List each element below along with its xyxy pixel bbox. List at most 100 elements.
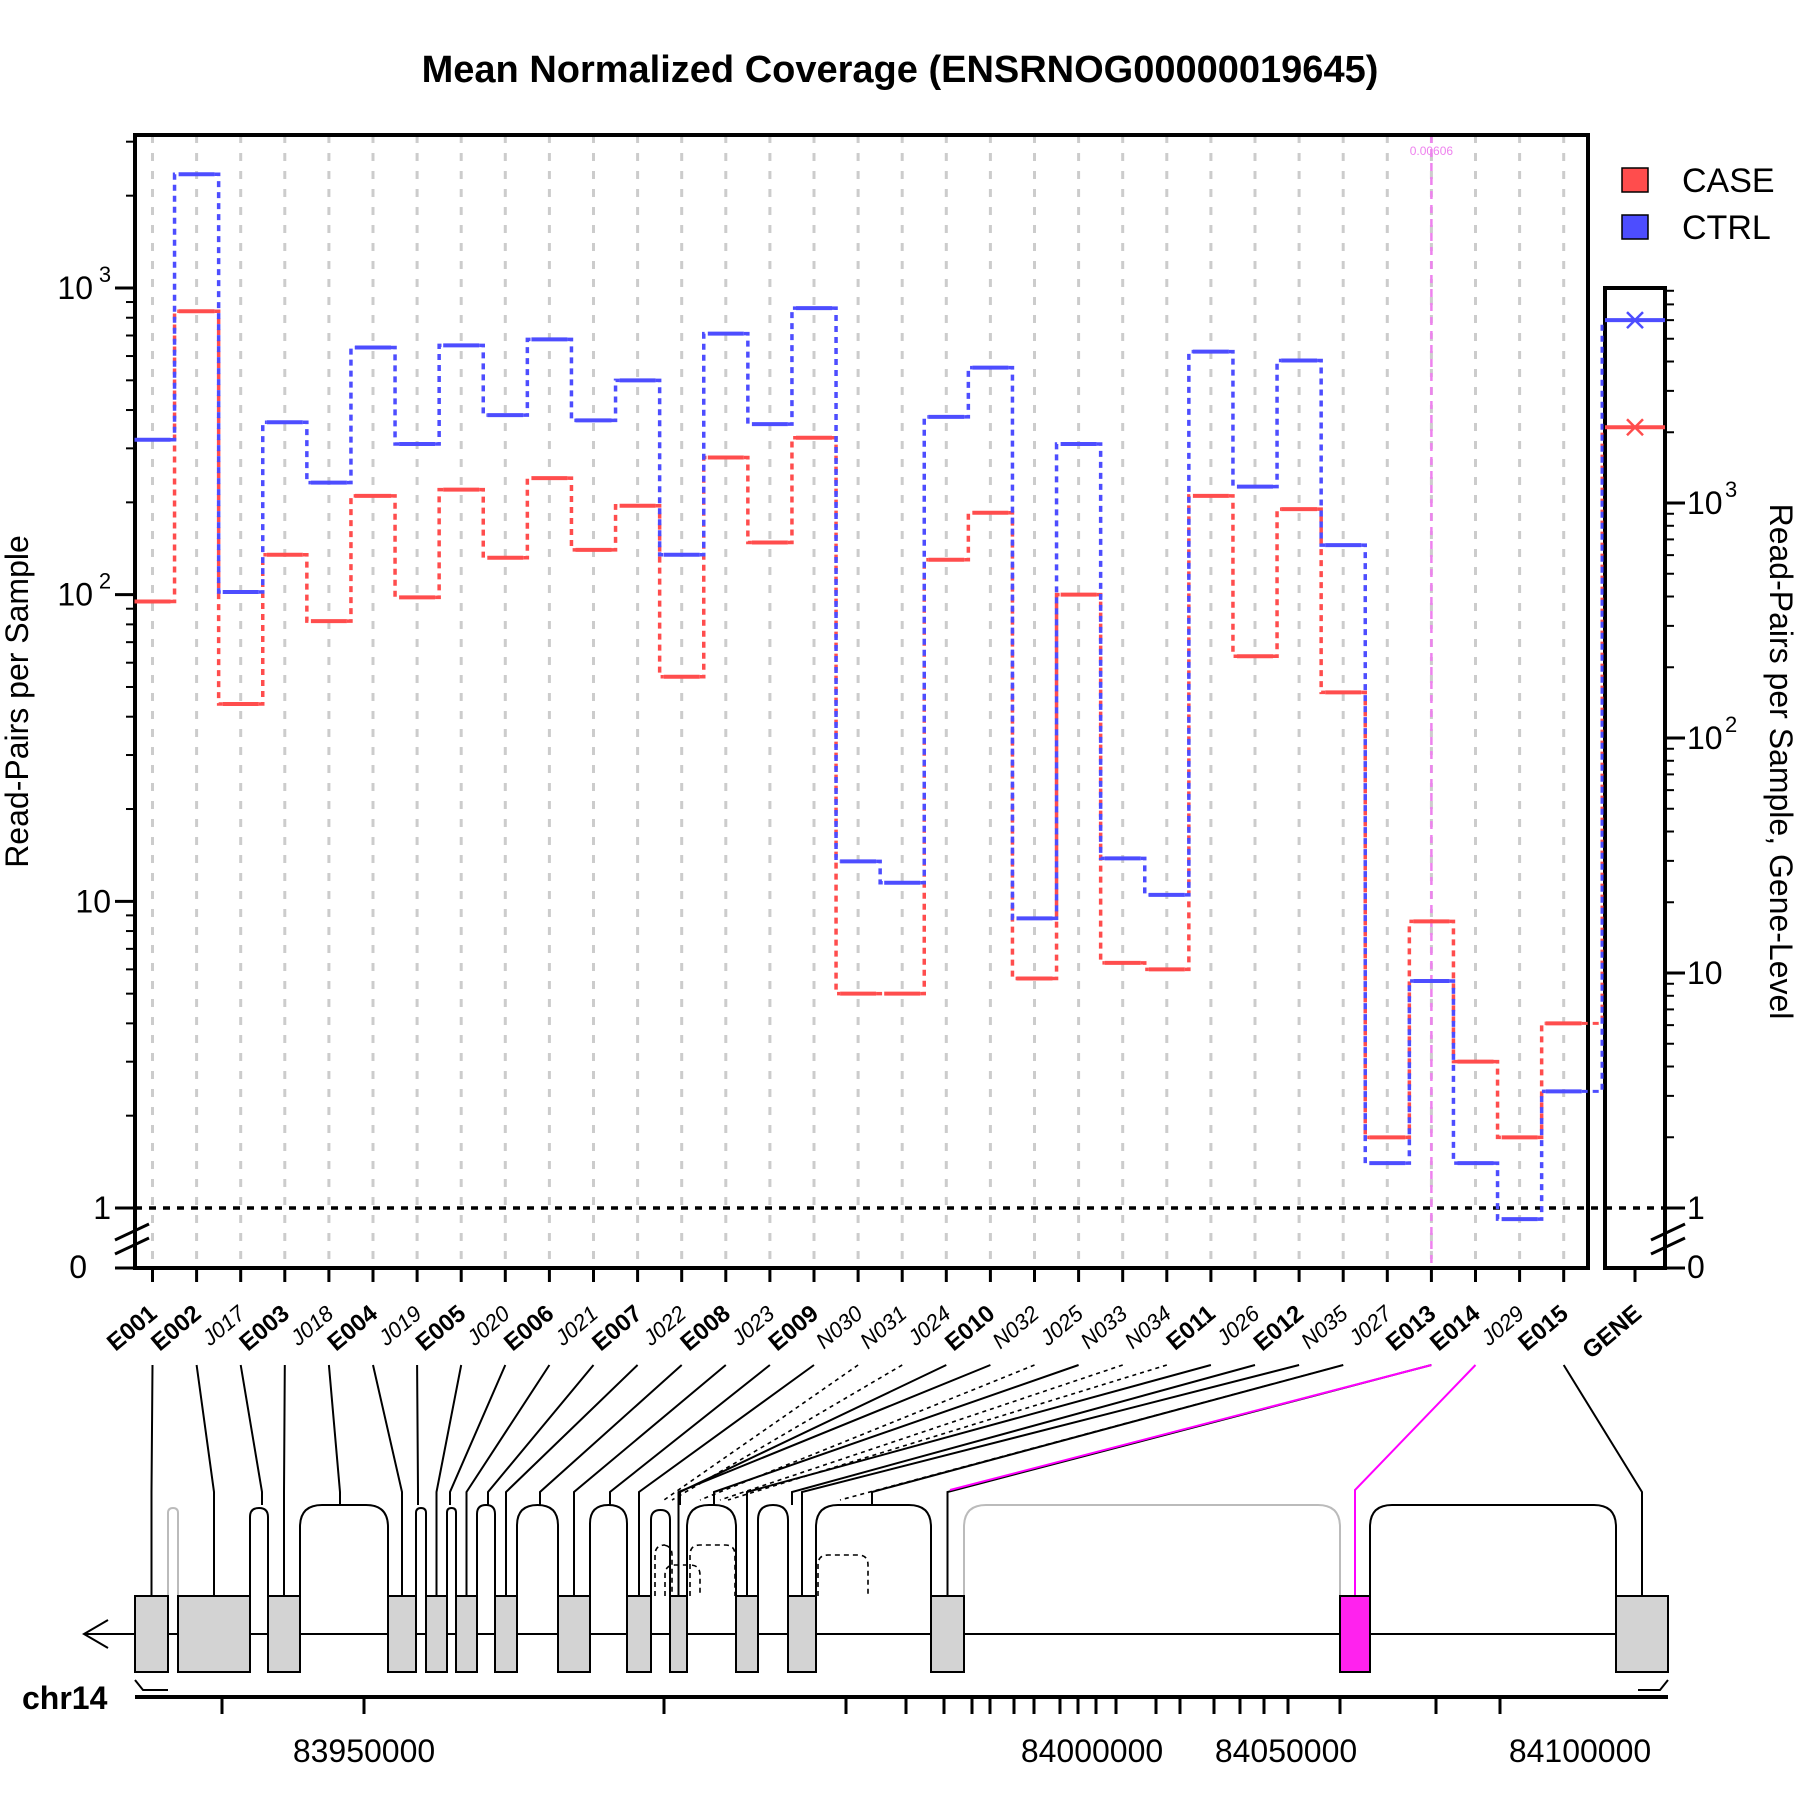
svg-text:10: 10 (1687, 720, 1723, 756)
exon-connector (801, 1364, 1300, 1596)
series-ctrl (134, 172, 1665, 1222)
series-connector (964, 365, 973, 419)
series-connector (391, 345, 400, 446)
x-tick-label: N033 (1076, 1300, 1133, 1353)
exon-box-highlight (1339, 1595, 1371, 1673)
svg-text:2: 2 (99, 569, 111, 594)
junction-connector (791, 1364, 1256, 1505)
junction-arc (589, 1503, 628, 1596)
junction-arc (446, 1506, 457, 1596)
exon-box (626, 1595, 652, 1673)
series-connector (1184, 349, 1193, 897)
x-tick-label: E004 (323, 1300, 384, 1357)
exon-connector (505, 1364, 639, 1596)
exon-connector (573, 1364, 727, 1596)
genome-tick-label: 84100000 (1509, 1733, 1651, 1769)
junction-arc (686, 1504, 737, 1596)
genome-tick-label: 84000000 (1021, 1733, 1163, 1769)
series-connector (170, 172, 179, 442)
x-tick-label: E007 (587, 1300, 647, 1357)
junction-connector (416, 1364, 419, 1505)
series-connector (964, 510, 973, 562)
y-zero-label: 0 (69, 1249, 87, 1285)
x-tick-label: N030 (811, 1300, 868, 1353)
series-connector (1361, 690, 1370, 1140)
y-tick-label: 10 3 (57, 262, 111, 306)
exon-connector (1354, 1364, 1477, 1596)
svg-text:3: 3 (99, 262, 111, 287)
series-connector (611, 503, 620, 552)
legend-swatch-case (1621, 167, 1649, 193)
series-connector (479, 343, 488, 417)
svg-text:2: 2 (1725, 712, 1737, 737)
series-connector (1493, 1059, 1502, 1140)
series-connector (655, 378, 664, 557)
x-tick-label: E012 (1249, 1300, 1309, 1357)
exon-box (1615, 1595, 1669, 1673)
chromosome-label: chr14 (22, 1680, 108, 1716)
x-tick-label: N035 (1296, 1300, 1353, 1353)
series-connector (523, 476, 532, 560)
gene-level-frame (1603, 286, 1667, 1270)
series-connector (1140, 856, 1149, 897)
x-tick-label: N032 (987, 1301, 1043, 1354)
series-connector (611, 378, 620, 423)
gene-connector (1581, 320, 1604, 1093)
series-connector (346, 494, 355, 623)
junction-connector (713, 1364, 1079, 1505)
series-connector (699, 331, 708, 557)
series-connector (787, 435, 796, 545)
exon-box (669, 1595, 688, 1673)
y-right-tick-label: 10 2 (1687, 712, 1737, 756)
junction-arc (476, 1503, 496, 1596)
series-connector (876, 859, 885, 885)
exon-box (557, 1595, 591, 1673)
x-tick-label: E008 (675, 1300, 735, 1357)
legend-label-case: CASE (1682, 162, 1775, 200)
x-tick-label: E013 (1381, 1300, 1441, 1357)
exon-box (177, 1595, 251, 1673)
x-tick-label: E015 (1513, 1300, 1573, 1357)
axis-break-right (1650, 1222, 1686, 1256)
junction-arc (650, 1508, 671, 1596)
x-tick-label: J025 (1034, 1300, 1088, 1351)
highlight-label: 0.00606 (1410, 144, 1454, 158)
junction-connector (239, 1364, 263, 1505)
genome-axis-bracket-right (1638, 1679, 1669, 1691)
x-tick-label: N031 (855, 1301, 911, 1354)
x-tick-label: N034 (1120, 1301, 1176, 1354)
strand-arrow (82, 1619, 109, 1649)
junction-connector (539, 1364, 683, 1505)
y-tick-label: 10 2 (57, 569, 111, 613)
series-connector (655, 503, 664, 679)
novel-connector (663, 1364, 859, 1501)
exon-connector (946, 1364, 1432, 1596)
series-connector (1184, 494, 1193, 972)
x-tick-label-gene: GENE (1577, 1300, 1646, 1364)
series-connector (567, 476, 576, 552)
exon-box (787, 1595, 817, 1673)
exon-connector (465, 1364, 551, 1596)
exon-box (735, 1595, 759, 1673)
series-connector (1008, 510, 1017, 981)
junction-connector (449, 1364, 507, 1505)
series-connector (214, 309, 223, 706)
series-connector (832, 435, 841, 996)
junction-arc (415, 1506, 427, 1596)
series-connector (1228, 349, 1237, 489)
junction-arc (757, 1503, 789, 1596)
series-connector (1273, 358, 1282, 489)
series-connector (1140, 961, 1149, 972)
junction-connector (609, 1364, 771, 1505)
genome-tick-label: 83950000 (293, 1733, 435, 1769)
junction-arc (249, 1506, 269, 1596)
series-connector (743, 331, 752, 426)
exon-box (455, 1595, 478, 1673)
series-connector (302, 552, 311, 623)
series-connector (479, 487, 488, 560)
junction-arc (167, 1506, 179, 1596)
series-connector (258, 552, 267, 706)
gene-level-marker (1626, 311, 1644, 330)
series-connector (258, 420, 267, 594)
x-tick-label: E002 (146, 1300, 206, 1357)
